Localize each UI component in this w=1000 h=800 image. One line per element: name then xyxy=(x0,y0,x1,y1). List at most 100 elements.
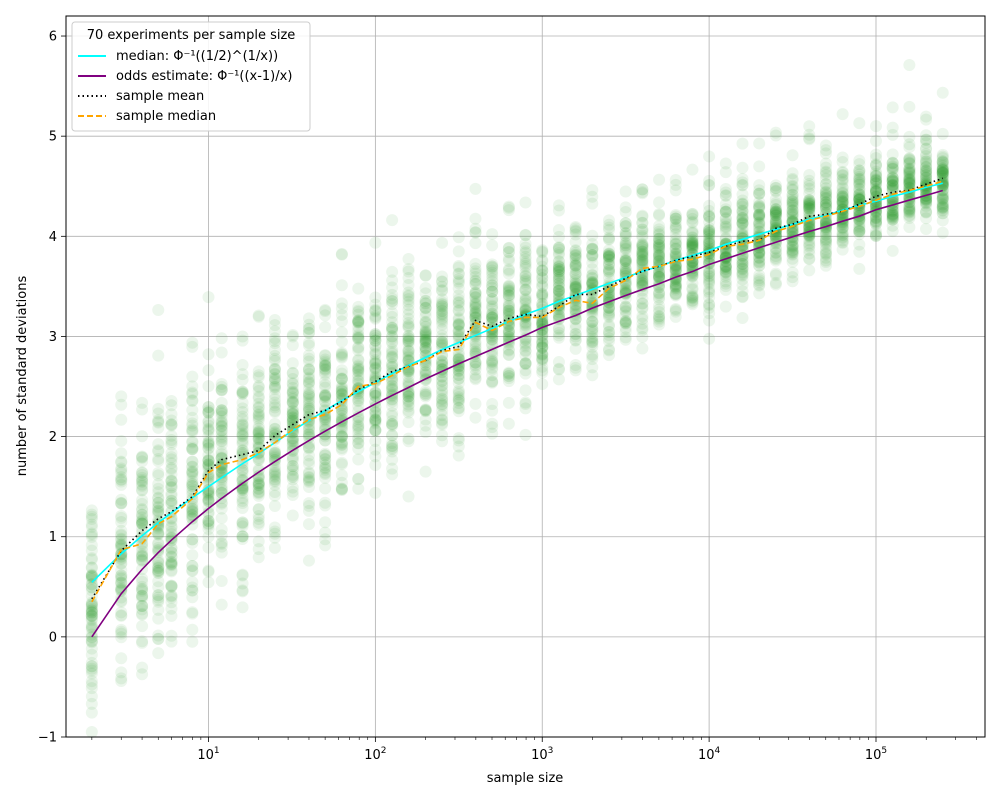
scatter-point xyxy=(186,394,199,407)
scatter-point xyxy=(819,147,832,160)
scatter-point xyxy=(136,532,149,545)
scatter-point xyxy=(452,313,465,326)
scatter-point xyxy=(419,302,432,315)
scatter-point xyxy=(136,471,149,484)
scatter-point xyxy=(369,413,382,426)
scatter-point xyxy=(186,455,199,468)
scatter-point xyxy=(653,208,666,221)
scatter-point xyxy=(286,416,299,429)
scatter-point xyxy=(436,379,449,392)
scatter-point xyxy=(165,463,178,476)
scatter-point xyxy=(152,555,165,568)
scatter-point xyxy=(369,424,382,437)
scatter-point xyxy=(536,353,549,366)
scatter-point xyxy=(215,420,228,433)
scatter-point xyxy=(335,372,348,385)
scatter-point xyxy=(165,559,178,572)
scatter-point xyxy=(352,394,365,407)
scatter-point xyxy=(115,557,128,570)
scatter-point xyxy=(136,508,149,521)
scatter-point xyxy=(352,436,365,449)
scatter-point xyxy=(302,466,315,479)
scatter-point xyxy=(186,441,199,454)
scatter-point xyxy=(319,421,332,434)
scatter-point xyxy=(486,228,499,241)
scatter-point xyxy=(352,427,365,440)
scatter-point xyxy=(115,576,128,589)
scatter-point xyxy=(152,589,165,602)
scatter-point xyxy=(703,314,716,327)
scatter-point xyxy=(186,560,199,573)
scatter-point xyxy=(165,550,178,563)
scatter-point xyxy=(335,412,348,425)
scatter-point xyxy=(619,325,632,338)
scatter-point xyxy=(486,355,499,368)
scatter-point xyxy=(286,357,299,370)
scatter-point xyxy=(186,426,199,439)
scatter-point xyxy=(402,312,415,325)
scatter-point xyxy=(419,310,432,323)
scatter-point xyxy=(152,565,165,578)
scatter-point xyxy=(402,398,415,411)
scatter-point xyxy=(836,194,849,207)
scatter-point xyxy=(115,585,128,598)
scatter-point xyxy=(786,255,799,268)
scatter-point xyxy=(319,482,332,495)
scatter-point xyxy=(402,334,415,347)
scatter-point xyxy=(85,642,98,655)
scatter-point xyxy=(502,241,515,254)
scatter-point xyxy=(936,127,949,140)
scatter-point xyxy=(268,349,281,362)
scatter-point xyxy=(215,419,228,432)
scatter-point xyxy=(115,533,128,546)
scatter-point xyxy=(436,270,449,283)
scatter-point xyxy=(165,418,178,431)
scatter-point xyxy=(202,460,215,473)
scatter-point xyxy=(402,345,415,358)
scatter-point xyxy=(502,396,515,409)
scatter-point xyxy=(85,614,98,627)
scatter-point xyxy=(386,346,399,359)
scatter-point xyxy=(369,298,382,311)
scatter-point xyxy=(252,390,265,403)
scatter-point xyxy=(115,455,128,468)
scatter-point xyxy=(369,406,382,419)
scatter-point xyxy=(402,271,415,284)
scatter-point xyxy=(252,440,265,453)
scatter-point xyxy=(136,484,149,497)
scatter-point xyxy=(85,539,98,552)
scatter-point xyxy=(268,425,281,438)
scatter-point xyxy=(165,557,178,570)
scatter-point xyxy=(215,468,228,481)
scatter-point xyxy=(236,474,249,487)
scatter-point xyxy=(186,533,199,546)
scatter-point xyxy=(286,377,299,390)
scatter-point xyxy=(419,336,432,349)
scatter-point xyxy=(115,564,128,577)
scatter-point xyxy=(386,310,399,323)
scatter-point xyxy=(436,358,449,371)
scatter-point xyxy=(202,530,215,543)
scatter-point xyxy=(369,363,382,376)
scatter-point xyxy=(165,494,178,507)
scatter-point xyxy=(215,396,228,409)
scatter-point xyxy=(369,311,382,324)
scatter-point xyxy=(419,404,432,417)
scatter-point xyxy=(152,416,165,429)
scatter-point xyxy=(136,589,149,602)
scatter-point xyxy=(215,575,228,588)
scatter-point xyxy=(502,366,515,379)
scatter-point xyxy=(236,494,249,507)
scatter-point xyxy=(803,253,816,266)
scatter-point xyxy=(402,278,415,291)
scatter-point xyxy=(653,313,666,326)
scatter-point xyxy=(252,431,265,444)
scatter-point xyxy=(386,332,399,345)
scatter-point xyxy=(352,360,365,373)
scatter-point xyxy=(186,387,199,400)
scatter-point xyxy=(402,390,415,403)
scatter-point xyxy=(352,400,365,413)
scatter-point xyxy=(803,238,816,251)
scatter-point xyxy=(252,479,265,492)
scatter-point xyxy=(920,142,933,155)
